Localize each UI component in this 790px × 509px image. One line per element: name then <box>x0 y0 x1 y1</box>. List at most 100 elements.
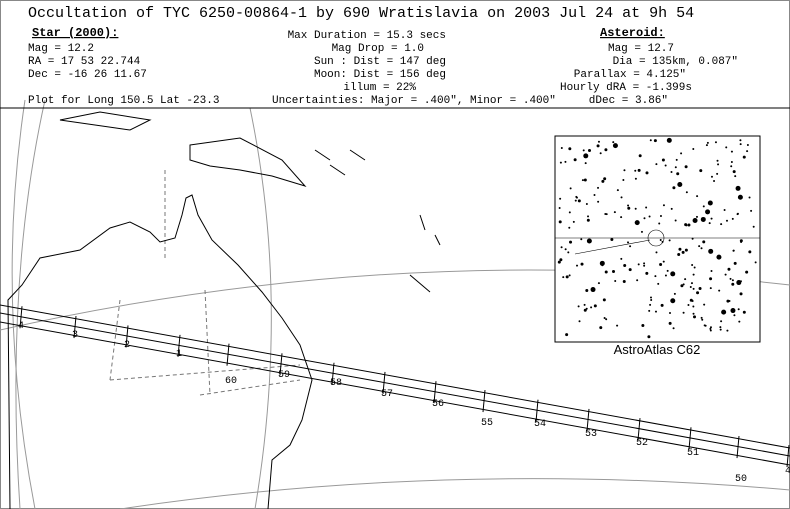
time-label: 53 <box>585 429 597 440</box>
asteroid-line: Parallax = 4.125" <box>574 69 686 81</box>
star <box>692 312 695 315</box>
star <box>662 204 665 207</box>
star <box>698 245 701 248</box>
star <box>612 270 616 274</box>
star <box>726 299 730 303</box>
star <box>620 257 623 260</box>
star <box>648 309 651 312</box>
star <box>678 247 682 251</box>
star <box>731 217 734 220</box>
star <box>605 318 608 321</box>
star <box>634 169 637 172</box>
star <box>586 238 592 244</box>
time-label: 55 <box>481 418 493 429</box>
time-tick <box>19 306 23 329</box>
star <box>645 171 649 175</box>
star <box>709 287 712 290</box>
star <box>732 170 736 174</box>
title: Occultation of TYC 6250-00864-1 by 690 W… <box>28 5 694 22</box>
star <box>745 270 749 274</box>
star <box>627 204 630 207</box>
star <box>692 218 698 224</box>
star <box>586 218 590 222</box>
star <box>677 182 683 188</box>
star <box>655 163 658 166</box>
star <box>681 250 685 254</box>
star <box>724 273 727 276</box>
time-label: 1 <box>176 349 182 360</box>
star <box>620 196 623 199</box>
star <box>670 271 676 277</box>
time-labels: 4 3 2 1 60 59 58 57 56 55 54 53 52 51 50 4 <box>18 306 790 485</box>
star <box>660 303 664 307</box>
star <box>616 324 619 327</box>
star <box>702 205 705 208</box>
star <box>664 164 667 167</box>
star <box>730 150 733 153</box>
time-label: 3 <box>72 330 78 341</box>
time-tick <box>433 381 437 404</box>
map-layer <box>0 99 790 509</box>
star <box>575 196 578 199</box>
star <box>583 153 589 159</box>
star <box>723 208 726 211</box>
star <box>670 207 673 210</box>
star <box>725 219 728 222</box>
star <box>705 209 711 215</box>
star <box>702 240 706 244</box>
star <box>636 279 639 282</box>
star <box>643 264 646 267</box>
star <box>569 187 572 190</box>
star <box>627 206 631 210</box>
islands <box>59 111 441 293</box>
time-tick <box>736 435 740 459</box>
time-tick <box>279 353 283 376</box>
star <box>597 282 600 285</box>
star <box>599 260 605 266</box>
star <box>739 239 743 243</box>
star <box>593 193 596 196</box>
star <box>696 291 700 295</box>
star <box>645 206 648 209</box>
star <box>730 160 733 163</box>
star <box>659 214 662 217</box>
time-tick <box>125 325 129 348</box>
star <box>601 179 605 183</box>
star <box>597 140 600 143</box>
star <box>685 191 688 194</box>
star <box>716 254 722 260</box>
star <box>641 323 645 327</box>
asteroid-line: Dia = 135km, 0.087" <box>613 56 738 68</box>
star <box>713 180 716 183</box>
time-label: 57 <box>381 389 393 400</box>
star <box>696 195 699 198</box>
star <box>596 144 600 148</box>
asteroid-line: dDec = 3.86" <box>589 95 668 107</box>
time-tick <box>586 408 590 431</box>
star <box>692 287 695 290</box>
target-circle <box>647 229 665 247</box>
star <box>695 215 698 218</box>
star <box>666 137 672 143</box>
star <box>648 215 651 218</box>
time-label: 4 <box>18 321 24 332</box>
star <box>729 277 732 280</box>
event-line: Max Duration = 15.3 secs <box>288 30 446 42</box>
star <box>650 299 653 302</box>
star <box>657 282 660 285</box>
time-label: 2 <box>124 340 130 351</box>
star <box>604 270 608 274</box>
star <box>604 213 607 216</box>
star <box>653 139 657 143</box>
time-label: 52 <box>636 438 648 449</box>
star <box>559 161 562 164</box>
star <box>731 279 734 282</box>
star <box>583 178 587 182</box>
star <box>748 196 751 199</box>
star <box>672 327 675 330</box>
asteroid-track <box>574 239 651 255</box>
star <box>733 261 737 265</box>
star <box>569 240 573 244</box>
star <box>564 160 567 163</box>
